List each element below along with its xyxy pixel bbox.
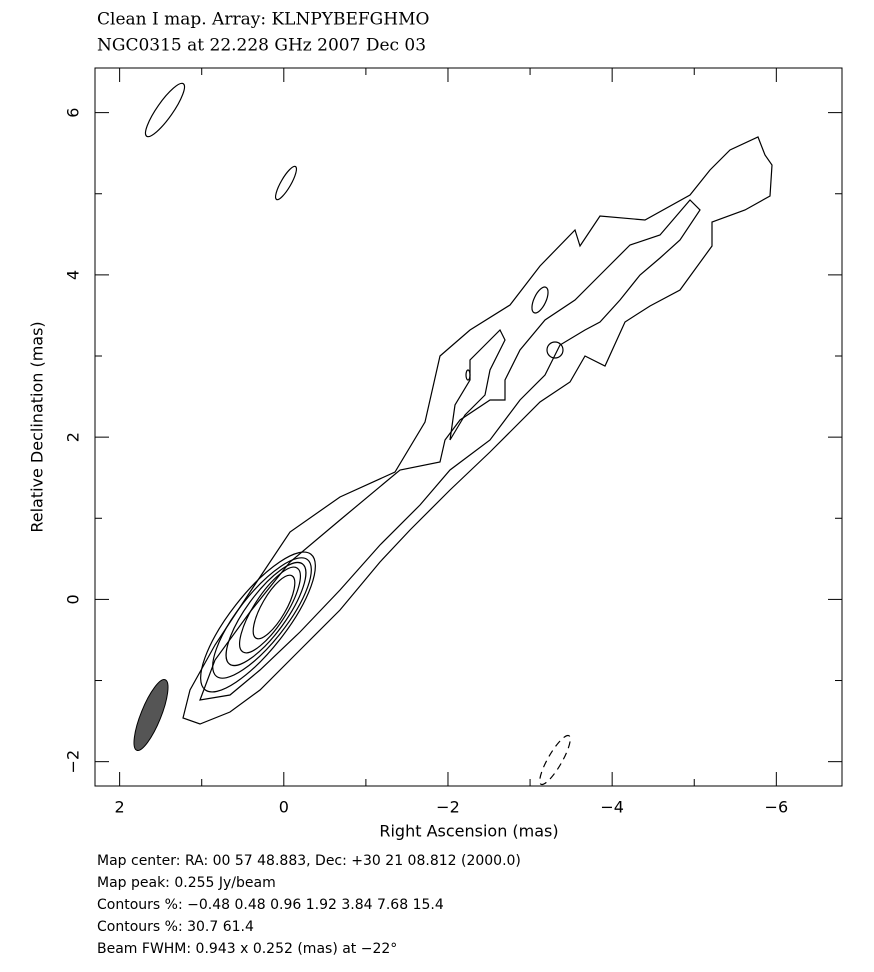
contour bbox=[252, 574, 296, 640]
x-tick-label: 0 bbox=[279, 798, 289, 817]
annotation: Map center: RA: 00 57 48.883, Dec: +30 2… bbox=[97, 853, 521, 869]
contour bbox=[546, 341, 564, 359]
plot-frame bbox=[94, 67, 843, 787]
contour bbox=[182, 136, 773, 725]
chart-subtitle: NGC0315 at 22.228 GHz 2007 Dec 03 bbox=[97, 36, 426, 56]
contour bbox=[212, 557, 312, 679]
x-tick-label: −2 bbox=[436, 798, 460, 817]
contour bbox=[144, 82, 186, 138]
contours bbox=[144, 82, 773, 786]
contour bbox=[239, 566, 301, 654]
x-axis-label: Right Ascension (mas) bbox=[379, 822, 558, 841]
chart-title: Clean I map. Array: KLNPYBEFGHMO bbox=[97, 10, 429, 30]
x-tick-label: −6 bbox=[765, 798, 789, 817]
annotation: Contours %: −0.48 0.48 0.96 1.92 3.84 7.… bbox=[97, 897, 444, 913]
contour bbox=[200, 551, 316, 693]
contour bbox=[465, 369, 471, 381]
contour bbox=[449, 328, 506, 441]
y-tick-label: 6 bbox=[64, 108, 83, 118]
annotation: Beam FWHM: 0.943 x 0.252 (mas) at −22° bbox=[97, 941, 397, 957]
y-axis-label: Relative Declination (mas) bbox=[28, 321, 47, 532]
annotation: Map peak: 0.255 Jy/beam bbox=[97, 875, 276, 891]
y-tick-label: 4 bbox=[64, 270, 83, 280]
x-tick-label: 2 bbox=[115, 798, 125, 817]
y-tick-label: 2 bbox=[64, 432, 83, 442]
x-tick-label: −4 bbox=[600, 798, 624, 817]
contour bbox=[531, 286, 549, 314]
contour bbox=[225, 561, 307, 667]
contour bbox=[199, 199, 701, 701]
negative-contour bbox=[539, 734, 571, 786]
y-tick-label: −2 bbox=[64, 750, 83, 774]
annotation: Contours %: 30.7 61.4 bbox=[97, 919, 254, 935]
contour bbox=[274, 165, 298, 201]
beam bbox=[133, 679, 169, 751]
y-tick-label: 0 bbox=[64, 594, 83, 604]
